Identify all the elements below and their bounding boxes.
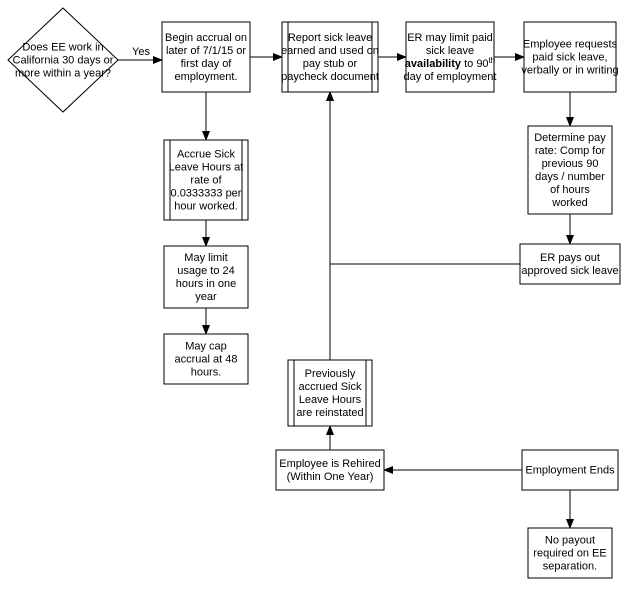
svg-text:of hours: of hours [550,184,590,196]
svg-text:worked: worked [551,197,587,209]
svg-text:paid sick leave,: paid sick leave, [532,51,607,63]
request-label: Employee requestspaid sick leave,verball… [521,38,618,76]
svg-text:Does EE work in: Does EE work in [22,41,103,53]
node-reinstated: Previouslyaccrued SickLeave Hoursare rei… [288,360,372,426]
svg-text:ER may limit paid: ER may limit paid [407,32,493,44]
svg-text:more within a year?: more within a year? [15,67,111,79]
node-limit90: ER may limit paidsick leaveavailability … [404,22,497,92]
svg-text:Report sick leave: Report sick leave [288,32,372,44]
reinstated-label: Previouslyaccrued SickLeave Hoursare rei… [296,368,363,419]
node-cap48: May capaccrual at 48hours. [164,334,248,384]
limit90-label: ER may limit paidsick leaveavailability … [404,32,497,83]
svg-text:sick leave: sick leave [426,45,474,57]
svg-text:Accrue Sick: Accrue Sick [177,148,236,160]
node-request: Employee requestspaid sick leave,verball… [521,22,618,92]
svg-text:(Within One Year): (Within One Year) [287,471,374,483]
node-report: Report sick leaveearned and used onpay s… [281,22,379,92]
svg-text:first day of: first day of [181,58,233,70]
svg-text:hours in one: hours in one [176,278,237,290]
svg-text:approved sick leave: approved sick leave [521,265,618,277]
edge-payout-to-report [330,92,520,264]
svg-text:Determine pay: Determine pay [534,132,606,144]
svg-text:day of employment: day of employment [404,71,497,83]
node-limit24: May limitusage to 24hours in oneyear [164,246,248,308]
svg-text:employment.: employment. [175,71,238,83]
svg-text:Employment Ends: Employment Ends [525,464,615,476]
node-accrue: Accrue SickLeave Hours atrate of0.033333… [164,140,248,220]
svg-text:hour worked.: hour worked. [174,200,238,212]
svg-text:usage to 24: usage to 24 [177,265,235,277]
node-ends: Employment Ends [522,450,618,490]
svg-text:May cap: May cap [185,340,227,352]
svg-text:days / number: days / number [535,171,605,183]
svg-text:Employee is Rehired: Employee is Rehired [279,458,381,470]
svg-text:rate: Comp for: rate: Comp for [535,145,606,157]
svg-text:year: year [195,291,217,303]
svg-text:0.0333333 per: 0.0333333 per [171,187,242,199]
svg-text:California 30 days or: California 30 days or [13,54,114,66]
svg-text:verbally or in writing: verbally or in writing [521,64,618,76]
node-begin: Begin accrual onlater of 7/1/15 orfirst … [162,22,250,92]
svg-text:separation.: separation. [543,560,597,572]
svg-text:paycheck document: paycheck document [281,71,379,83]
node-payout: ER pays outapproved sick leave [520,244,620,284]
node-rehired: Employee is Rehired(Within One Year) [276,450,384,490]
svg-text:later of 7/1/15 or: later of 7/1/15 or [166,45,246,57]
svg-text:accrual at 48: accrual at 48 [175,353,238,365]
svg-text:ER pays out: ER pays out [540,252,600,264]
node-decision: Does EE work inCalifornia 30 days ormore… [8,8,118,112]
svg-text:Employee requests: Employee requests [523,38,618,50]
svg-text:required on EE: required on EE [533,547,606,559]
svg-text:Begin accrual on: Begin accrual on [165,32,247,44]
decision-label: Does EE work inCalifornia 30 days ormore… [13,41,114,79]
svg-text:Leave Hours: Leave Hours [299,394,362,406]
svg-text:Leave Hours at: Leave Hours at [169,161,244,173]
svg-text:availability to 90th: availability to 90th [405,56,495,70]
node-nopayout: No payoutrequired on EEseparation. [528,528,612,578]
ends-label: Employment Ends [525,464,615,476]
node-payrate: Determine payrate: Comp forprevious 90da… [528,126,612,214]
svg-text:Previously: Previously [305,368,356,380]
svg-text:hours.: hours. [191,366,222,378]
edge-label-decision-begin: Yes [132,46,150,58]
rehired-label: Employee is Rehired(Within One Year) [279,458,381,483]
svg-text:previous 90: previous 90 [542,158,599,170]
svg-text:No payout: No payout [545,534,595,546]
svg-text:pay stub or: pay stub or [303,58,358,70]
svg-text:are reinstated: are reinstated [296,407,363,419]
svg-text:accrued Sick: accrued Sick [299,381,362,393]
svg-text:rate of: rate of [190,174,222,186]
svg-text:May limit: May limit [184,252,227,264]
svg-text:earned and used on: earned and used on [281,45,379,57]
